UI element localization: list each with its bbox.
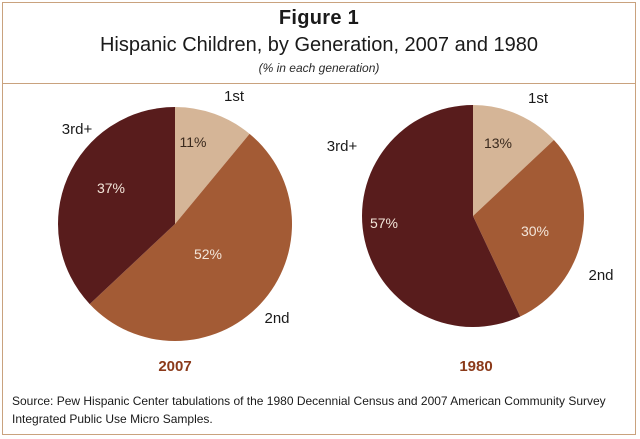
source-note: Source: Pew Hispanic Center tabulations … — [12, 394, 606, 426]
pie-slice-1st — [473, 105, 554, 216]
pie-slice-3rd — [58, 107, 175, 305]
slice-category-label: 1st — [528, 90, 549, 107]
chart-year-label: 1980 — [459, 358, 492, 375]
slice-category-label: 3rd+ — [327, 138, 358, 155]
slice-category-label: 2nd — [264, 310, 289, 327]
slice-category-label: 1st — [224, 88, 245, 105]
figure-subtitle: (% in each generation) — [258, 61, 380, 75]
slice-category-label: 3rd+ — [62, 121, 93, 138]
figure-title: Hispanic Children, by Generation, 2007 a… — [99, 34, 539, 56]
chart-year-label: 2007 — [158, 358, 191, 375]
pie-slice-2nd — [473, 140, 585, 317]
pie-slice-3rd — [362, 105, 521, 327]
slice-category-label: 2nd — [588, 267, 613, 284]
figure-header: Figure 1 Hispanic Children, by Generatio… — [3, 3, 635, 84]
pie-slice-1st — [175, 107, 250, 224]
slice-value-label: 57% — [370, 215, 398, 231]
slice-value-label: 37% — [97, 180, 125, 196]
pie-slice-2nd — [89, 133, 293, 341]
slice-value-label: 11% — [180, 134, 207, 150]
pie-chart-1980: 13% 30% 57% 1st 2nd 3rd+ 1980 — [327, 90, 614, 375]
figure-frame — [2, 2, 636, 435]
slice-value-label: 30% — [521, 223, 549, 239]
pie-chart-2007: 11% 52% 37% 1st 2nd 3rd+ 2007 — [58, 88, 293, 375]
slice-value-label: 52% — [194, 246, 222, 262]
figure-label: Figure 1 — [278, 7, 360, 29]
slice-value-label: 13% — [484, 135, 512, 151]
